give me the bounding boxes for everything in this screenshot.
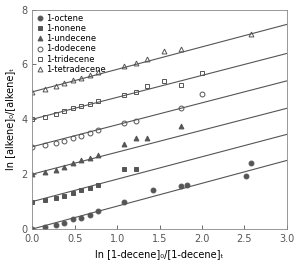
1-octene — [30, 227, 34, 231]
X-axis label: ln [1-decene]₀/[1-decene]ₜ: ln [1-decene]₀/[1-decene]ₜ — [95, 249, 224, 259]
1-octene — [185, 183, 188, 186]
1-nonene — [54, 197, 58, 200]
1-tetradecene — [134, 61, 138, 65]
1-tridecene — [134, 90, 138, 94]
1-nonene — [96, 183, 99, 186]
1-tridecene — [63, 109, 66, 113]
1-tridecene — [43, 115, 47, 118]
1-tetradecene — [162, 50, 166, 53]
1-tridecene — [88, 103, 92, 106]
1-tetradecene — [145, 57, 148, 60]
1-octene — [54, 224, 58, 227]
1-dodecene — [134, 120, 138, 123]
1-undecene — [179, 125, 182, 128]
1-nonene — [88, 186, 92, 189]
1-tetradecene — [30, 90, 34, 94]
1-dodecene — [88, 131, 92, 135]
1-octene — [122, 201, 126, 204]
Line: 1-dodecene: 1-dodecene — [30, 92, 204, 149]
1-tridecene — [145, 85, 148, 88]
1-octene — [249, 161, 253, 164]
1-dodecene — [96, 129, 99, 132]
1-tetradecene — [43, 87, 47, 91]
1-undecene — [80, 159, 83, 162]
Y-axis label: ln [alkene]₀/[alkene]ₜ: ln [alkene]₀/[alkene]ₜ — [6, 68, 16, 170]
1-tetradecene — [63, 82, 66, 85]
1-undecene — [30, 173, 34, 176]
1-tetradecene — [122, 64, 126, 67]
Line: 1-octene: 1-octene — [30, 160, 254, 231]
1-undecene — [88, 156, 92, 159]
1-octene — [96, 210, 99, 213]
1-tridecene — [179, 83, 182, 87]
1-nonene — [43, 198, 47, 201]
1-nonene — [122, 168, 126, 171]
1-nonene — [30, 200, 34, 203]
1-tridecene — [71, 107, 75, 110]
1-nonene — [134, 167, 138, 170]
1-tridecene — [122, 93, 126, 96]
1-tetradecene — [80, 76, 83, 79]
1-undecene — [96, 153, 99, 157]
1-tetradecene — [71, 78, 75, 81]
1-tetradecene — [96, 70, 99, 74]
1-octene — [88, 213, 92, 216]
1-tetradecene — [54, 85, 58, 88]
1-dodecene — [179, 106, 182, 109]
1-tridecene — [80, 104, 83, 108]
Line: 1-nonene: 1-nonene — [30, 166, 138, 204]
1-tridecene — [200, 71, 204, 74]
1-octene — [244, 174, 248, 177]
1-tridecene — [96, 100, 99, 103]
1-tetradecene — [179, 48, 182, 51]
1-nonene — [63, 195, 66, 198]
Line: 1-tetradecene: 1-tetradecene — [30, 32, 254, 94]
1-octene — [179, 184, 182, 187]
1-octene — [80, 216, 83, 219]
1-tetradecene — [249, 33, 253, 36]
1-dodecene — [200, 92, 204, 96]
1-undecene — [71, 162, 75, 165]
1-undecene — [122, 142, 126, 145]
1-undecene — [145, 136, 148, 140]
Legend: 1-octene, 1-nonene, 1-undecene, 1-dodecene, 1-tridecene, 1-tetradecene: 1-octene, 1-nonene, 1-undecene, 1-dodece… — [35, 12, 108, 76]
1-tridecene — [54, 112, 58, 115]
1-tridecene — [162, 80, 166, 83]
1-dodecene — [63, 139, 66, 142]
1-undecene — [63, 166, 66, 169]
1-undecene — [54, 169, 58, 172]
1-dodecene — [54, 141, 58, 144]
1-dodecene — [122, 122, 126, 125]
1-undecene — [134, 137, 138, 140]
Line: 1-tridecene: 1-tridecene — [30, 70, 204, 122]
Line: 1-undecene: 1-undecene — [30, 124, 183, 176]
1-nonene — [71, 192, 75, 195]
1-tridecene — [30, 118, 34, 121]
1-nonene — [80, 188, 83, 192]
1-undecene — [43, 170, 47, 174]
1-dodecene — [80, 134, 83, 137]
1-octene — [43, 226, 47, 229]
1-octene — [71, 218, 75, 221]
1-tetradecene — [88, 74, 92, 77]
1-dodecene — [43, 143, 47, 146]
1-octene — [63, 221, 66, 224]
1-octene — [151, 188, 154, 192]
1-dodecene — [71, 137, 75, 140]
1-dodecene — [30, 145, 34, 148]
